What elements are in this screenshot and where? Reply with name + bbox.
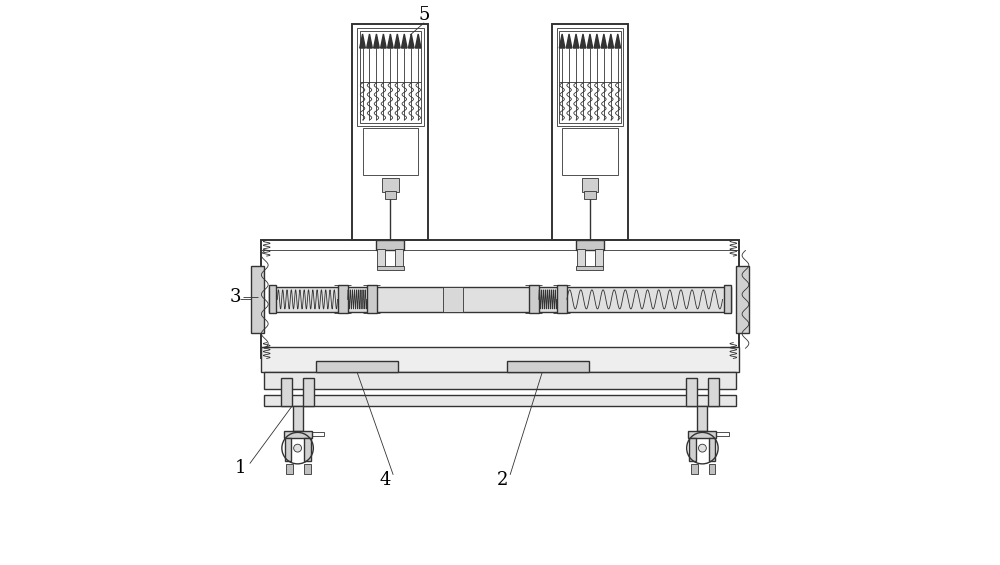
Bar (716, 432, 729, 436)
Bar (691, 464, 698, 474)
Bar (709, 438, 715, 460)
Bar (528, 355, 539, 375)
Bar (559, 31, 621, 123)
Bar (285, 438, 291, 460)
Circle shape (698, 444, 706, 452)
Text: 2: 2 (497, 471, 508, 489)
Text: 3: 3 (230, 288, 242, 306)
Bar (582, 178, 598, 192)
Bar (576, 266, 603, 270)
Bar (584, 190, 596, 199)
Bar (686, 378, 697, 406)
Bar (264, 372, 736, 389)
Polygon shape (401, 34, 407, 48)
Bar (312, 432, 324, 436)
Bar (269, 287, 731, 312)
Bar (303, 378, 314, 406)
Polygon shape (587, 34, 593, 48)
Bar (688, 432, 716, 438)
Bar (284, 432, 312, 438)
Polygon shape (374, 34, 379, 48)
Bar (385, 190, 396, 199)
Bar (552, 24, 628, 240)
Bar (395, 249, 403, 267)
Bar (443, 287, 463, 312)
Bar (556, 355, 567, 375)
Text: 4: 4 (379, 471, 390, 489)
Text: 1: 1 (235, 459, 246, 477)
Polygon shape (408, 34, 414, 48)
Bar (304, 438, 311, 460)
Polygon shape (360, 34, 365, 48)
Polygon shape (608, 34, 614, 48)
Bar (352, 24, 428, 240)
Bar (697, 406, 707, 432)
Bar (269, 285, 276, 314)
Bar (377, 266, 404, 270)
Bar (316, 361, 398, 372)
Bar (376, 240, 404, 250)
Polygon shape (367, 34, 372, 48)
Bar (382, 178, 399, 192)
Bar (736, 266, 749, 333)
Bar (709, 464, 715, 474)
Bar (293, 406, 303, 432)
Bar (304, 464, 311, 474)
Bar (261, 240, 739, 358)
Polygon shape (573, 34, 579, 48)
Polygon shape (615, 34, 621, 48)
Polygon shape (580, 34, 586, 48)
Circle shape (294, 444, 302, 452)
Bar (366, 355, 377, 375)
Bar (360, 31, 421, 123)
Polygon shape (381, 34, 386, 48)
Bar (595, 249, 603, 267)
Bar (529, 285, 539, 314)
Bar (338, 285, 348, 314)
Bar (363, 128, 418, 175)
Polygon shape (594, 34, 600, 48)
Bar (724, 285, 731, 314)
Bar (261, 347, 739, 372)
Bar (708, 378, 719, 406)
Polygon shape (601, 34, 607, 48)
Bar (367, 285, 377, 314)
Bar (689, 438, 696, 460)
Text: 5: 5 (418, 6, 430, 24)
Bar (576, 240, 604, 250)
Bar (357, 28, 424, 125)
Polygon shape (566, 34, 572, 48)
Bar (507, 361, 589, 372)
Bar (337, 355, 348, 375)
Polygon shape (415, 34, 421, 48)
Bar (557, 285, 567, 314)
Bar (286, 464, 293, 474)
Bar (557, 28, 623, 125)
Polygon shape (395, 34, 400, 48)
Bar (562, 128, 618, 175)
Bar (377, 249, 385, 267)
Bar (281, 378, 292, 406)
Polygon shape (559, 34, 565, 48)
Bar (577, 249, 585, 267)
Bar (251, 266, 264, 333)
Polygon shape (388, 34, 393, 48)
Bar (264, 395, 736, 406)
